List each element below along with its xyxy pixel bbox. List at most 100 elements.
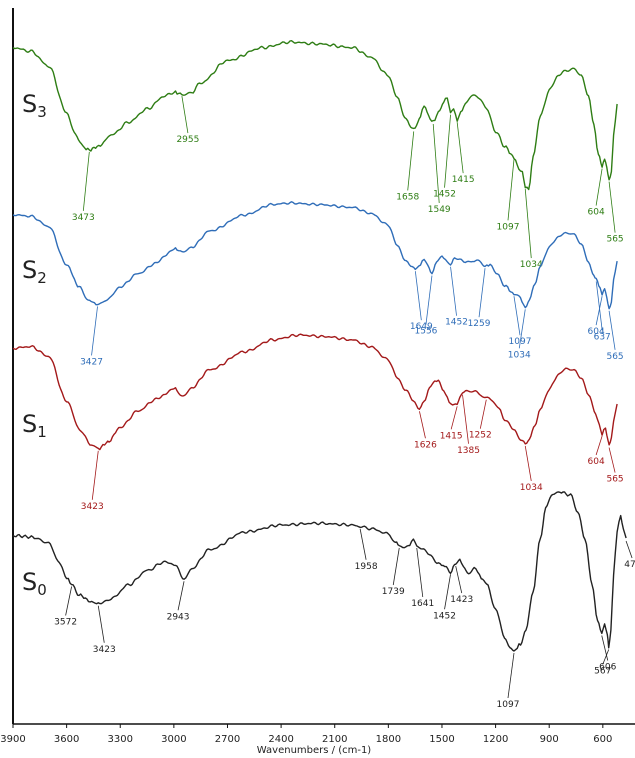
peak-label: 604 [588, 457, 605, 467]
peak-leader-line [425, 275, 433, 325]
peak-label: 565 [606, 235, 623, 245]
x-tick-label: 3000 [161, 734, 186, 745]
peak-label: 565 [606, 352, 623, 362]
peak-label: 604 [588, 208, 605, 218]
peak-leader-line [608, 447, 616, 473]
series-S0: S0 3572 3423 2943 1958 1739 1641 1452 1423 1097 60… [12, 491, 635, 710]
peak-leader-line [625, 540, 633, 559]
series-label-S1: S1 [22, 410, 47, 441]
peak-label: 1641 [411, 599, 434, 609]
peak-leader-line [479, 399, 487, 429]
peak-label: 3427 [80, 357, 103, 367]
peak-label: 1415 [452, 175, 475, 185]
peak-label: 2955 [176, 135, 199, 145]
peak-leader-line [518, 309, 526, 349]
peak-label: 606 [599, 663, 616, 673]
peak-label: 1034 [520, 483, 543, 493]
peak-label: 1452 [445, 318, 468, 328]
peak-leader-line [608, 181, 616, 233]
peak-label: 3423 [93, 645, 116, 655]
peak-leader-line [478, 268, 486, 318]
series-label-S2: S2 [22, 256, 47, 287]
peak-leader-line [595, 435, 603, 456]
x-axis-ticks: 3900 3600 3300 3000 2700 2400 2100 1800 1500 1200… [0, 724, 612, 745]
peak-leader-line [414, 271, 422, 321]
series-layer: S334732955165815491452141510971034604565… [12, 40, 635, 710]
peak-leader-line [608, 310, 616, 350]
peak-leader-line [602, 649, 610, 665]
peak-leader-line [65, 586, 73, 616]
peak-leader-line [456, 122, 464, 174]
series-label-S3: S3 [22, 90, 47, 121]
peak-leader-line [181, 96, 189, 134]
peak-leader-line [444, 114, 451, 188]
peak-leader-line [97, 605, 105, 643]
x-tick-label: 600 [593, 734, 612, 745]
peak-leader-line [91, 306, 98, 356]
peak-label: 1958 [355, 562, 378, 572]
peak-leader-line [392, 547, 400, 586]
x-tick-label: 1500 [429, 734, 454, 745]
x-axis-title: Wavenumbers / (cm-1) [257, 745, 372, 756]
series-S2: S23427164915561452125910971034637604565 [12, 201, 624, 367]
peak-label: 1252 [469, 431, 492, 441]
peak-label: 1415 [440, 431, 463, 441]
peak-label: 604 [588, 327, 605, 337]
x-tick-label: 900 [540, 734, 559, 745]
x-tick-label: 3600 [54, 734, 79, 745]
peak-label: 637 [594, 332, 611, 342]
peak-label: 1452 [433, 611, 456, 621]
series-label-S0: S0 [22, 568, 47, 599]
x-tick-label: 2100 [322, 734, 347, 745]
x-tick-label: 3300 [108, 734, 133, 745]
peak-leader-line [450, 266, 457, 316]
series-line-S3 [12, 40, 618, 191]
peak-leader-line [595, 296, 603, 326]
x-tick-label: 1200 [483, 734, 508, 745]
peak-leader-line [601, 635, 609, 661]
peak-leader-line [595, 281, 603, 331]
peak-leader-line [513, 296, 521, 336]
peak-label: 1739 [382, 587, 405, 597]
peak-label: 567 [594, 667, 611, 677]
x-tick-label: 2700 [215, 734, 240, 745]
x-tick-label: 2400 [268, 734, 293, 745]
peak-label: 3473 [72, 213, 95, 223]
series-line-S1 [12, 333, 618, 451]
x-tick-label: 1800 [376, 734, 401, 745]
peak-leader-line [524, 189, 532, 259]
peak-label: 1259 [468, 319, 491, 329]
peak-leader-line [507, 159, 515, 221]
peak-leader-line [462, 394, 469, 444]
peak-leader-line [507, 652, 515, 699]
peak-label: 565 [606, 475, 623, 485]
peak-label: 1649 [410, 322, 433, 332]
peak-leader-line [444, 574, 451, 610]
peak-leader-line [450, 406, 458, 430]
peak-leader-line [407, 131, 415, 191]
peak-leader-line [419, 411, 426, 439]
series-line-S2 [12, 201, 618, 310]
peak-label: 47 [624, 560, 635, 570]
peak-label: 1034 [508, 350, 531, 360]
series-S3: S3 3473 2955 1658 1549 1452 1415 1097 1034 604 565 [12, 40, 624, 270]
peak-leader-line [91, 450, 99, 500]
peak-leader-line [82, 151, 90, 211]
peak-leader-line [455, 565, 463, 594]
peak-label: 1034 [520, 260, 543, 270]
peak-label: 3423 [81, 502, 104, 512]
peak-leader-line [359, 528, 367, 560]
peak-label: 1452 [433, 190, 456, 200]
peak-label: 1097 [497, 700, 520, 710]
peak-label: 1556 [415, 327, 438, 337]
peak-label: 1549 [428, 205, 451, 215]
peak-leader-line [416, 547, 424, 598]
peak-label: 1658 [396, 192, 419, 202]
peak-leader-line [177, 581, 185, 611]
peak-leader-line [595, 168, 603, 206]
peak-label: 1385 [457, 446, 480, 456]
peak-leader-line [432, 123, 440, 204]
